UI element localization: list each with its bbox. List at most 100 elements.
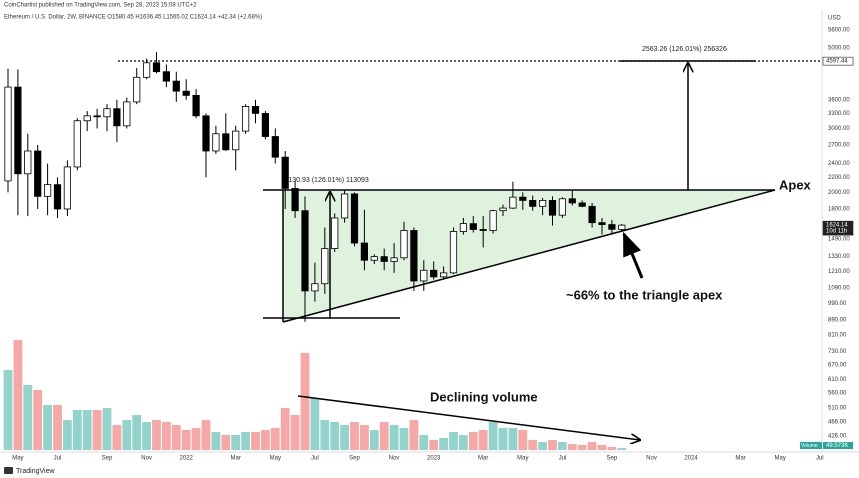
candle-body — [400, 230, 408, 259]
y-tick-label: 510.00 — [828, 405, 847, 411]
y-tick-label: 2700.00 — [828, 143, 850, 149]
volume-bar — [112, 425, 122, 450]
volume-bar — [33, 390, 43, 450]
apex-pointer — [622, 231, 644, 279]
y-tick-label: 730.00 — [828, 349, 847, 355]
x-tick-label: Mar — [478, 456, 488, 462]
logo — [4, 467, 13, 474]
volume-bar — [330, 422, 340, 450]
volume-bar — [488, 422, 498, 450]
candle-body — [469, 223, 477, 230]
x-tick-label: Jul — [311, 456, 319, 462]
y-tick-label: 1490.00 — [828, 236, 850, 242]
volume-bar — [201, 420, 211, 450]
volume-bar — [340, 425, 349, 450]
volume-bar — [92, 410, 102, 450]
volume-bar — [369, 430, 379, 450]
candle-body — [14, 86, 22, 175]
candle-body — [222, 133, 230, 151]
candle-body — [63, 166, 71, 210]
volume-bar — [508, 428, 518, 450]
volume-bar — [43, 405, 52, 450]
volume-bar — [439, 438, 448, 450]
x-tick-label: May — [270, 456, 281, 462]
candle-body — [548, 200, 557, 216]
volume-bar — [231, 435, 241, 450]
candle-body — [420, 269, 428, 282]
volume-bar — [300, 353, 310, 450]
volume-bar — [320, 420, 330, 450]
y-tick-label: 3000.00 — [828, 126, 850, 132]
y-tick-label: 890.00 — [828, 318, 847, 324]
volume-bar — [142, 422, 151, 450]
x-tick-label: Jul — [816, 456, 824, 462]
volume-bar — [171, 425, 181, 450]
y-tick-label: 610.00 — [828, 377, 847, 383]
candle-body — [241, 106, 250, 132]
candle-body — [281, 156, 289, 189]
volume-bar — [379, 422, 389, 450]
candle-body — [311, 283, 319, 292]
volume-value-box — [823, 442, 853, 449]
volume-bar — [399, 428, 409, 450]
volume-bar — [518, 430, 528, 450]
volume-bar — [567, 444, 577, 450]
volume-label-box — [800, 442, 822, 449]
volume-bar — [152, 420, 161, 450]
volume-bar — [261, 430, 270, 450]
volume-bar — [181, 430, 191, 450]
candle-body — [93, 115, 101, 118]
candles — [4, 52, 626, 322]
volume-bar — [498, 428, 508, 450]
candle-body — [539, 200, 547, 207]
y-tick-label: 1210.00 — [828, 269, 850, 275]
volume-bar — [459, 435, 468, 450]
candle-body — [192, 94, 200, 117]
candle-body — [103, 108, 111, 118]
volume-bar — [360, 425, 369, 450]
volume-bar — [280, 408, 290, 450]
volume-bar — [162, 422, 171, 450]
volume-bar — [429, 440, 439, 450]
candle-body — [390, 257, 398, 262]
volume-note: Declining volume — [430, 389, 538, 404]
candle-body — [360, 242, 369, 261]
volume-bar — [548, 440, 557, 450]
y-tick-label: 1800.00 — [828, 207, 850, 213]
candle-body — [449, 231, 458, 274]
volume-bar — [102, 408, 112, 450]
y-tick-label: 5000.00 — [828, 45, 850, 51]
footer: TradingView — [4, 467, 55, 475]
candle-body — [598, 222, 606, 225]
x-tick-label: Mar — [735, 456, 745, 462]
volume-bar — [72, 410, 82, 450]
volume-bar — [419, 435, 429, 450]
x-tick-label: 2022 — [180, 456, 194, 462]
volume-trend — [297, 395, 640, 440]
y-tick-label: 990.00 — [828, 301, 847, 307]
candle-body — [291, 188, 299, 212]
candle-body — [44, 184, 52, 197]
volume-bar — [409, 420, 419, 450]
candle-body — [568, 198, 576, 204]
volume-bar — [538, 442, 547, 450]
candle-body — [261, 113, 270, 137]
volume-bar — [478, 430, 488, 450]
volume-bar — [191, 428, 201, 450]
candle-body — [430, 269, 438, 278]
candle-body — [73, 120, 81, 168]
candle-body — [113, 108, 121, 127]
footer-brand: TradingView — [16, 468, 55, 475]
countdown: 10d 11h — [826, 229, 847, 235]
apex-label: Apex — [779, 177, 812, 192]
x-tick-label: Jul — [559, 456, 567, 462]
candle-body — [123, 101, 131, 127]
candle-body — [370, 256, 378, 261]
y-tick-label: 3600.00 — [828, 97, 850, 103]
price-marker-label: 1624.14 — [826, 223, 848, 229]
candle-body — [479, 229, 487, 231]
candle-body — [519, 196, 527, 201]
candle-body — [212, 133, 220, 152]
y-tick-label: 2200.00 — [828, 175, 850, 181]
candle-body — [202, 115, 210, 152]
